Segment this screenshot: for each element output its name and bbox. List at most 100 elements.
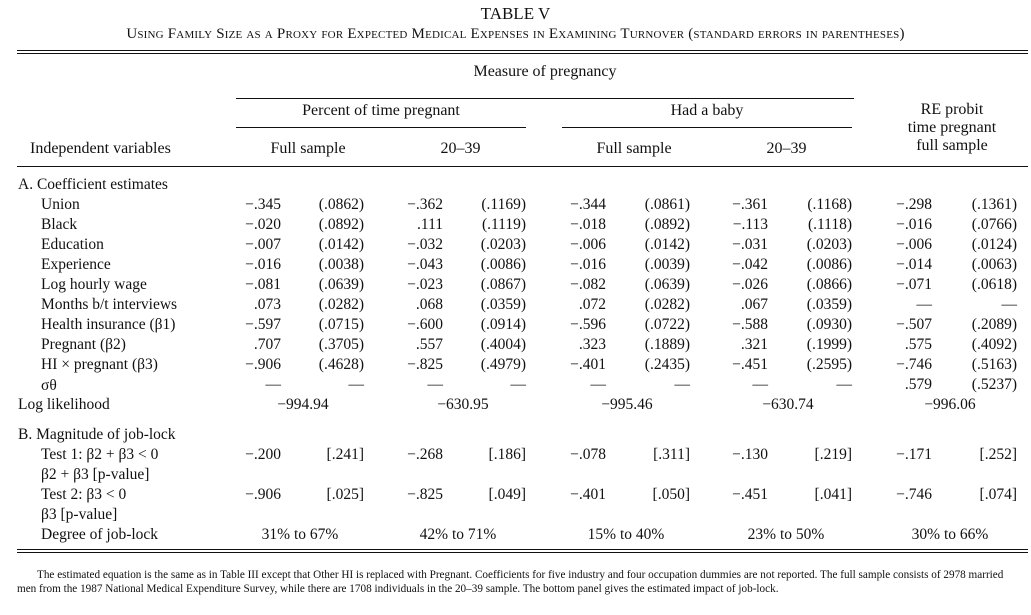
row-label: Union bbox=[41, 196, 80, 213]
table-note: The estimated equation is the same as in… bbox=[17, 569, 1004, 595]
coefficient-cell: −.345 bbox=[245, 196, 281, 213]
degree-baby-full: 15% to 40% bbox=[587, 526, 665, 543]
std-error-cell: (.0282) bbox=[318, 296, 364, 313]
estimate-cell: −.825 bbox=[407, 486, 443, 503]
independent-variables-header: Independent variables bbox=[30, 140, 171, 157]
p-value-cell: [.241] bbox=[326, 446, 364, 463]
coefficient-cell: −.825 bbox=[407, 356, 443, 373]
std-error-cell: (.4004) bbox=[480, 336, 526, 353]
std-error-cell: (.0142) bbox=[644, 236, 690, 253]
group-baby-header: Had a baby bbox=[670, 102, 744, 119]
estimate-cell: −.746 bbox=[896, 486, 932, 503]
subheader-percent-full: Full sample bbox=[270, 140, 346, 157]
loglik-percent-2039: −630.95 bbox=[437, 396, 489, 413]
coefficient-cell: −.016 bbox=[896, 216, 932, 233]
group-baby-rule bbox=[562, 127, 852, 128]
estimate-cell: −.268 bbox=[407, 446, 443, 463]
loglik-baby-2039: −630.74 bbox=[762, 396, 814, 413]
std-error-cell: (.3705) bbox=[318, 336, 364, 353]
test1-label: Test 1: β2 + β3 < 0 bbox=[41, 446, 159, 463]
coefficient-cell: −.507 bbox=[896, 316, 932, 333]
subheader-baby-full: Full sample bbox=[596, 140, 672, 157]
header-rule bbox=[17, 166, 1028, 167]
bottom-rule-2 bbox=[17, 552, 1028, 553]
std-error-cell: (.0142) bbox=[318, 236, 364, 253]
p-value-cell: [.074] bbox=[979, 486, 1017, 503]
coefficient-cell: −.006 bbox=[570, 236, 606, 253]
group-percent-header: Percent of time pregnant bbox=[302, 102, 460, 119]
coefficient-cell: .111 bbox=[417, 216, 443, 233]
std-error-cell: (.0722) bbox=[644, 316, 690, 333]
coefficient-cell: −.071 bbox=[896, 276, 932, 293]
std-error-cell: (.0766) bbox=[971, 216, 1017, 233]
coefficient-cell: −.113 bbox=[732, 216, 768, 233]
coefficient-cell: −.298 bbox=[896, 196, 932, 213]
p-value-cell: [.311] bbox=[653, 446, 690, 463]
coefficient-cell: −.031 bbox=[732, 236, 768, 253]
row-label: Log hourly wage bbox=[41, 276, 147, 293]
coefficient-cell: — bbox=[916, 296, 933, 313]
coefficient-cell: −.020 bbox=[245, 216, 281, 233]
re-probit-line-2: time pregnant bbox=[907, 119, 997, 136]
std-error-cell: — bbox=[674, 376, 691, 393]
coefficient-cell: −.451 bbox=[732, 356, 768, 373]
row-label: Experience bbox=[41, 256, 111, 273]
std-error-cell: (.0914) bbox=[480, 316, 526, 333]
coefficient-cell: −.082 bbox=[570, 276, 606, 293]
coefficient-cell: −.597 bbox=[245, 316, 281, 333]
estimate-cell: −.200 bbox=[245, 446, 281, 463]
coefficient-cell: −.361 bbox=[732, 196, 768, 213]
estimate-cell: −.906 bbox=[245, 486, 281, 503]
coefficient-cell: −.014 bbox=[896, 256, 932, 273]
row-label: Months b/t interviews bbox=[41, 296, 178, 313]
p-value-cell: [.025] bbox=[326, 486, 364, 503]
row-label: Pregnant (β2) bbox=[41, 336, 126, 353]
std-error-cell: (.2089) bbox=[971, 316, 1017, 333]
re-probit-line-1: RE probit bbox=[920, 101, 984, 118]
table-subtitle: Using Family Size as a Proxy for Expecte… bbox=[126, 26, 905, 42]
subheader-percent-2039: 20–39 bbox=[440, 140, 481, 157]
std-error-cell: (.0618) bbox=[971, 276, 1017, 293]
degree-label: Degree of job-lock bbox=[41, 526, 159, 543]
coefficient-cell: .579 bbox=[904, 376, 932, 393]
measure-rule bbox=[236, 98, 854, 99]
std-error-cell: (.4092) bbox=[971, 336, 1017, 353]
std-error-cell: (.0930) bbox=[806, 316, 852, 333]
std-error-cell: (.2595) bbox=[806, 356, 852, 373]
coefficient-cell: −.007 bbox=[245, 236, 281, 253]
coefficient-cell: −.906 bbox=[245, 356, 281, 373]
coefficient-cell: −.596 bbox=[570, 316, 606, 333]
std-error-cell: (.0282) bbox=[644, 296, 690, 313]
std-error-cell: (.1999) bbox=[806, 336, 852, 353]
p-value-cell: [.186] bbox=[488, 446, 526, 463]
coefficient-cell: −.032 bbox=[407, 236, 443, 253]
std-error-cell: (.0124) bbox=[971, 236, 1017, 253]
coefficient-cell: .073 bbox=[253, 296, 281, 313]
coefficient-cell: −.016 bbox=[570, 256, 606, 273]
std-error-cell: — bbox=[510, 376, 527, 393]
std-error-cell: — bbox=[348, 376, 365, 393]
coefficient-cell: −.023 bbox=[407, 276, 443, 293]
coefficient-cell: −.401 bbox=[570, 356, 606, 373]
measure-header: Measure of pregnancy bbox=[473, 63, 617, 80]
log-likelihood-label: Log likelihood bbox=[18, 396, 110, 413]
std-error-cell: (.0866) bbox=[806, 276, 852, 293]
std-error-cell: (.5163) bbox=[971, 356, 1017, 373]
std-error-cell: (.0892) bbox=[318, 216, 364, 233]
coefficient-cell: −.600 bbox=[407, 316, 443, 333]
std-error-cell: (.5237) bbox=[971, 376, 1017, 393]
coefficient-cell: −.006 bbox=[896, 236, 932, 253]
coefficient-cell: .707 bbox=[253, 336, 281, 353]
test1-sublabel: β2 + β3 [p-value] bbox=[41, 466, 150, 483]
coefficient-cell: −.588 bbox=[732, 316, 768, 333]
coefficient-cell: −.042 bbox=[732, 256, 768, 273]
top-rule bbox=[17, 50, 1028, 51]
coefficient-cell: .068 bbox=[415, 296, 443, 313]
p-value-cell: [.041] bbox=[814, 486, 852, 503]
coefficient-cell: .072 bbox=[578, 296, 606, 313]
re-probit-line-3: full sample bbox=[916, 137, 988, 154]
std-error-cell: (.0862) bbox=[318, 196, 364, 213]
degree-re-probit: 30% to 66% bbox=[911, 526, 989, 543]
section-a-heading: A. Coefficient estimates bbox=[18, 176, 168, 193]
std-error-cell: (.1168) bbox=[807, 196, 852, 213]
